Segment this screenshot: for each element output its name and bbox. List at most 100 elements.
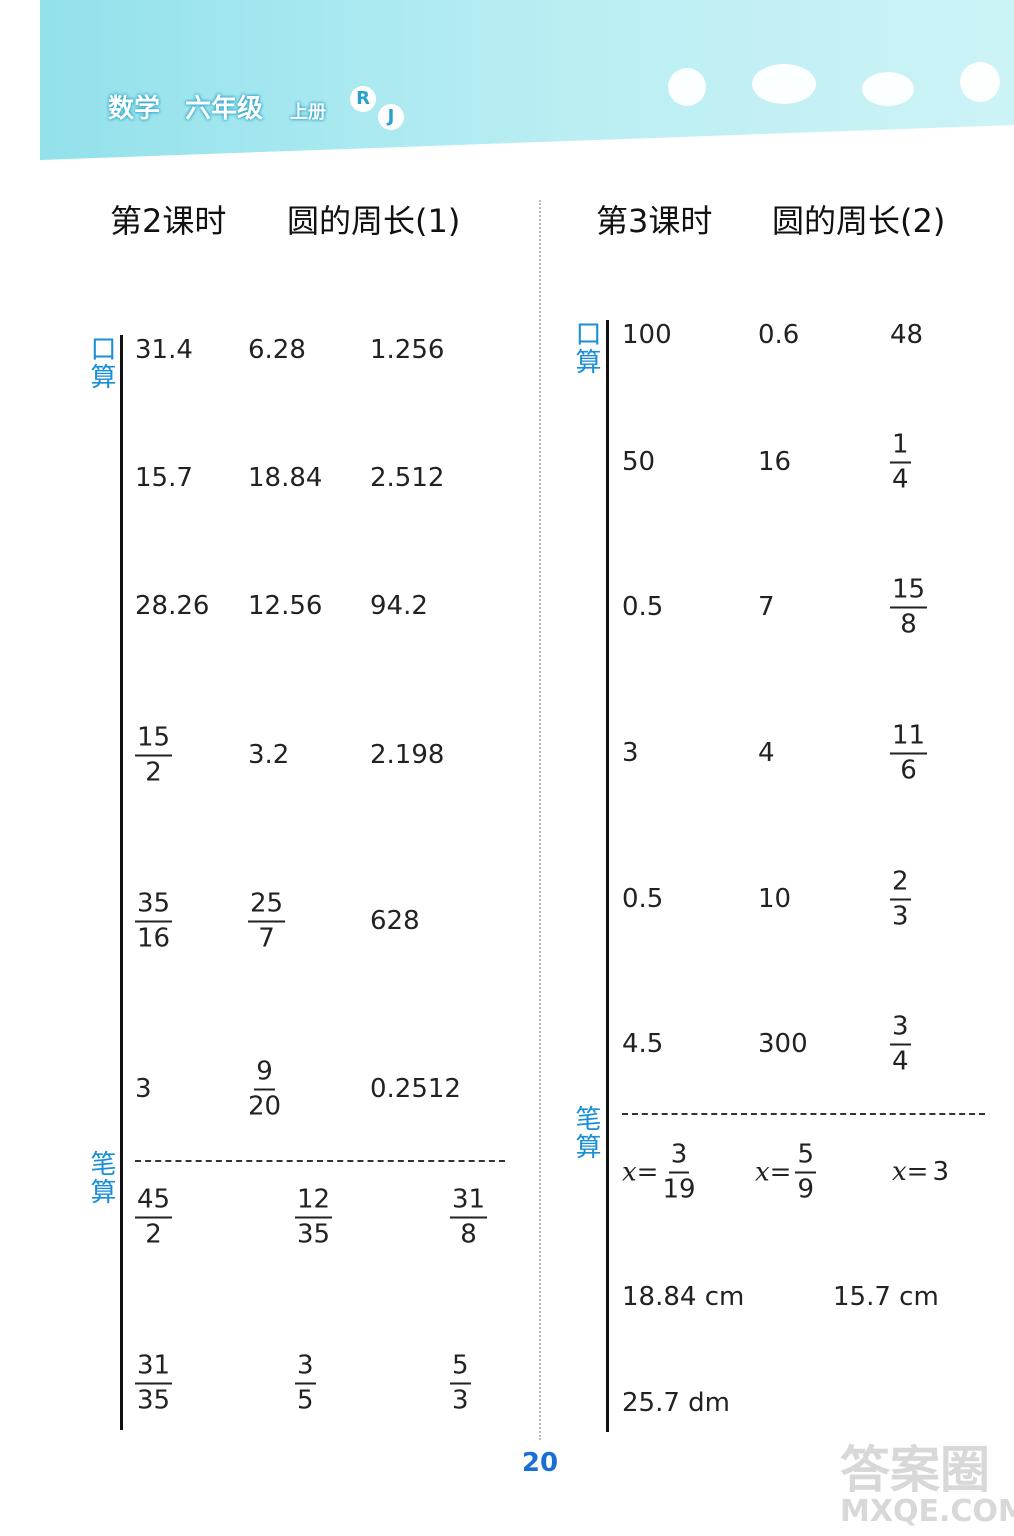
answer: 3 — [135, 1074, 152, 1104]
answer: 9 20 — [248, 1056, 281, 1123]
fraction: 9 20 — [248, 1056, 281, 1123]
fraction: 15 8 — [890, 574, 928, 641]
answer: 300 — [758, 1029, 808, 1059]
fraction: 45 2 — [135, 1184, 173, 1251]
answer: 11 6 — [890, 720, 928, 787]
answer: 50 — [622, 447, 656, 477]
numerator: 25 — [248, 888, 286, 922]
divider — [539, 200, 541, 1440]
lesson-number: 第3课时 — [596, 202, 713, 240]
fraction: 25 7 — [248, 888, 286, 955]
answer: 1.256 — [370, 335, 445, 365]
answer: 628 — [370, 906, 420, 936]
numerator: 3 — [668, 1139, 690, 1173]
lesson-topic: 圆的周长(2) — [772, 202, 946, 240]
watermark: MXQE.COM — [840, 1494, 1014, 1529]
answer: 28.26 — [135, 591, 210, 621]
answer: 6.28 — [248, 335, 306, 365]
section-label: 笔算 — [571, 1105, 601, 1161]
numerator: 45 — [135, 1184, 173, 1218]
fraction: 11 6 — [890, 720, 928, 787]
numerator: 5 — [450, 1350, 471, 1384]
fraction: 31 35 — [135, 1350, 173, 1417]
answer: 0.5 — [622, 592, 664, 622]
answer: 94.2 — [370, 591, 428, 621]
answer: 31.4 — [135, 335, 193, 365]
answer: 45 2 — [135, 1184, 173, 1251]
denominator: 35 — [137, 1385, 171, 1415]
denominator: 5 — [297, 1385, 314, 1415]
header-band — [40, 0, 1014, 160]
equation-prefix: x= — [755, 1157, 792, 1187]
section-label: 笔算 — [86, 1150, 116, 1206]
denominator: 20 — [248, 1091, 282, 1121]
rain-icon — [862, 72, 914, 106]
answer: x= 3 19 — [622, 1139, 696, 1206]
denominator: 16 — [137, 923, 171, 953]
answer: 3 — [622, 738, 639, 768]
answer: 35 16 — [135, 888, 173, 955]
denominator: 19 — [662, 1174, 696, 1204]
fraction: 35 16 — [135, 888, 173, 955]
denominator: 4 — [892, 1046, 909, 1076]
numerator: 11 — [890, 720, 928, 754]
answer: 25.7 dm — [622, 1388, 730, 1418]
denominator: 35 — [297, 1219, 331, 1249]
answer: 15 2 — [135, 722, 173, 789]
lesson-topic: 圆的周长(1) — [287, 202, 461, 240]
answer: 15.7 cm — [833, 1282, 939, 1312]
rule-line — [120, 335, 123, 1430]
answer: 12 35 — [295, 1184, 333, 1251]
answer: 12.56 — [248, 591, 323, 621]
answer: 3.2 — [248, 740, 290, 770]
numerator: 3 — [890, 1011, 911, 1045]
fraction: 15 2 — [135, 722, 173, 789]
volume: 上册 — [290, 102, 326, 123]
answer: 4.5 — [622, 1029, 664, 1059]
denominator: 7 — [258, 923, 275, 953]
denominator: 2 — [145, 1219, 162, 1249]
denominator: 6 — [900, 755, 917, 785]
answer: 4 — [758, 738, 775, 768]
answer: 10 — [758, 884, 792, 914]
denominator: 4 — [892, 464, 909, 494]
numerator: 31 — [450, 1184, 488, 1218]
answer: x= 5 9 — [755, 1139, 816, 1206]
answer: 0.6 — [758, 320, 800, 350]
answer: 18.84 cm — [622, 1282, 745, 1312]
answer: 2.512 — [370, 463, 445, 493]
page-number: 20 — [521, 1448, 559, 1478]
answer: 100 — [622, 320, 672, 350]
answer: 0.5 — [622, 884, 664, 914]
answer: 15 8 — [890, 574, 928, 641]
answer: 31 8 — [450, 1184, 488, 1251]
numerator: 12 — [295, 1184, 333, 1218]
denominator: 8 — [460, 1219, 477, 1249]
numerator: 15 — [890, 574, 928, 608]
answer: x= 3 — [892, 1157, 949, 1187]
section-label: 口算 — [86, 335, 116, 391]
rule-line — [606, 320, 609, 1432]
numerator: 31 — [135, 1350, 173, 1384]
logo-letter: R — [350, 86, 376, 112]
section-label: 口算 — [571, 320, 601, 376]
answer: 48 — [890, 320, 924, 350]
answer: 7 — [758, 592, 775, 622]
answer: 16 — [758, 447, 792, 477]
fraction: 12 35 — [295, 1184, 333, 1251]
lesson-number: 第2课时 — [110, 202, 227, 240]
answer: 2.198 — [370, 740, 445, 770]
numerator: 5 — [795, 1139, 816, 1173]
numerator: 3 — [295, 1350, 316, 1384]
